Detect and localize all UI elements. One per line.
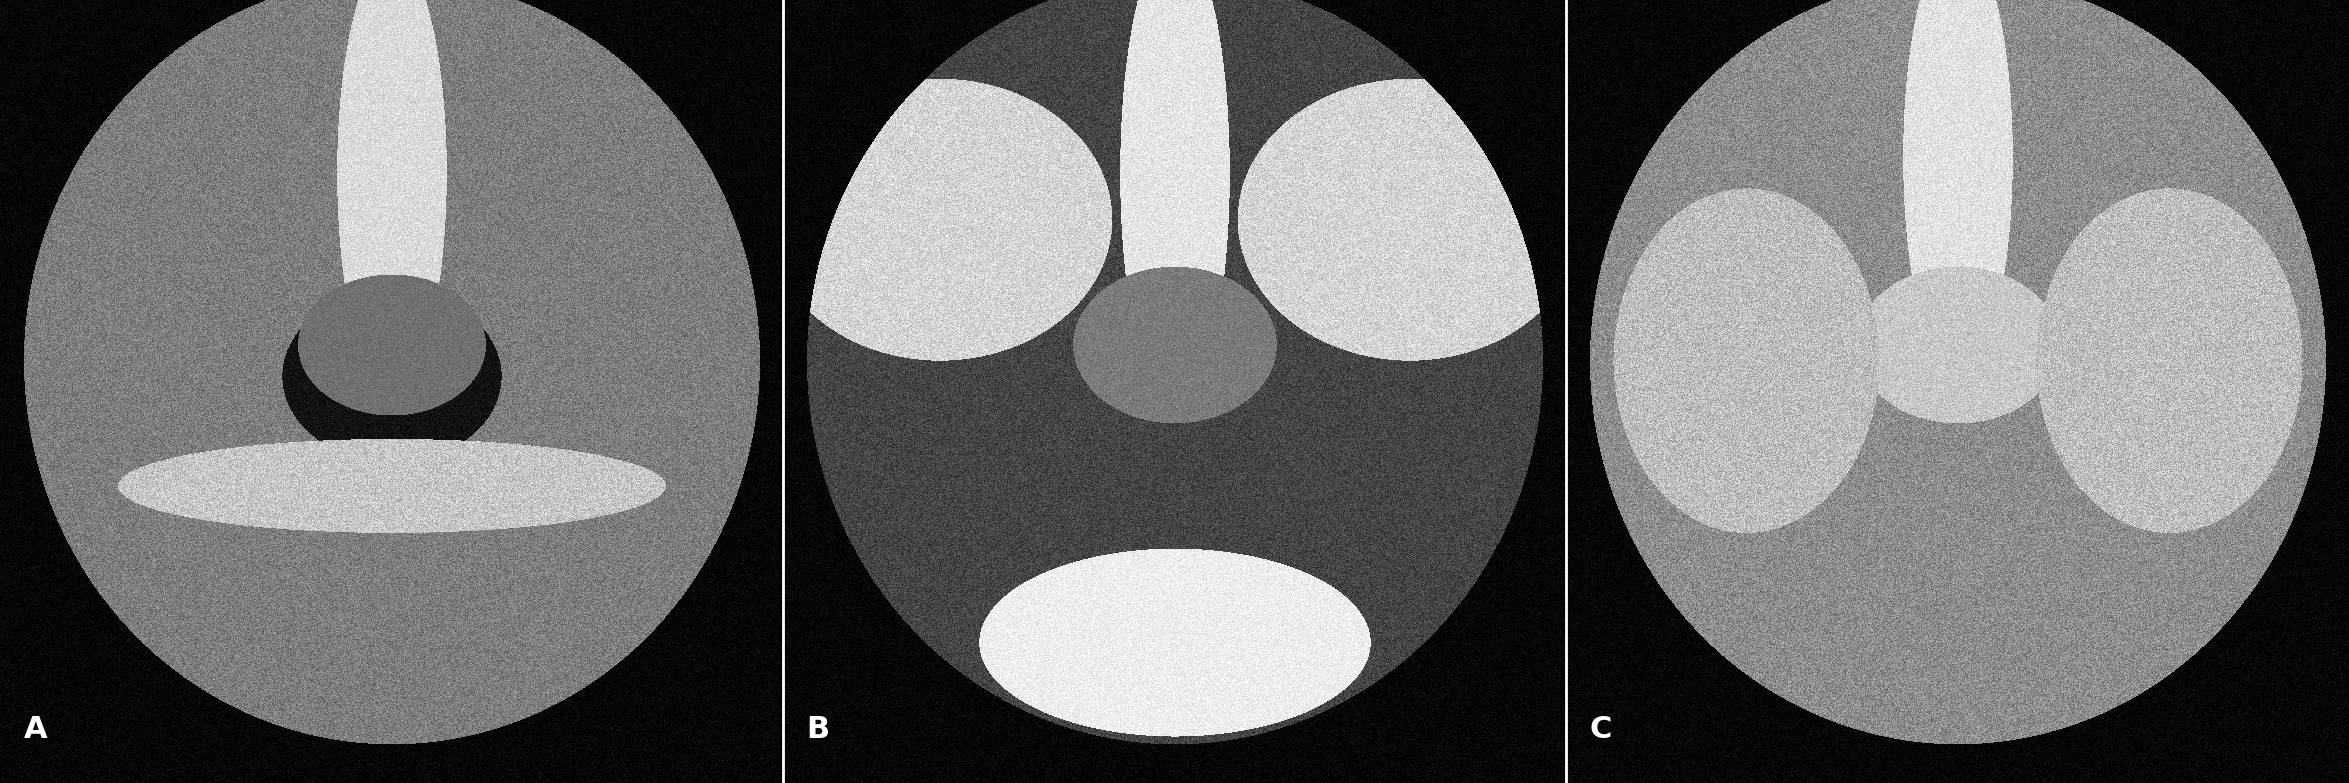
Text: A: A [23, 715, 47, 744]
Text: C: C [1590, 715, 1611, 744]
Text: B: B [806, 715, 829, 744]
